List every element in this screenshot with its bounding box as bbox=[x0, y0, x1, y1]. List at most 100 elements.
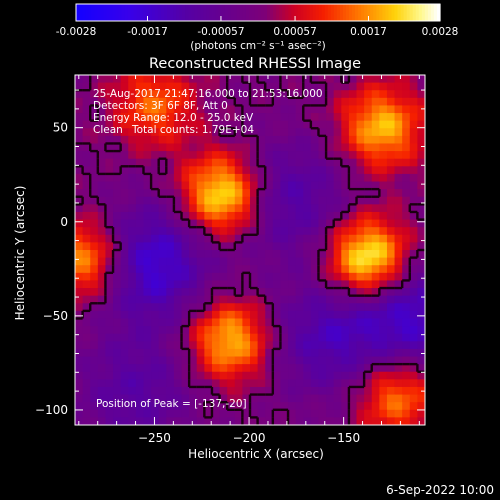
heatmap-cell bbox=[75, 379, 84, 388]
heatmap-cell bbox=[219, 333, 228, 342]
heatmap-cell bbox=[364, 82, 373, 91]
heatmap-cell bbox=[295, 417, 304, 426]
heatmap-cell bbox=[341, 75, 350, 84]
heatmap-cell bbox=[166, 333, 175, 342]
heatmap-cell bbox=[90, 409, 99, 418]
heatmap-cell bbox=[333, 250, 342, 259]
heatmap-cell bbox=[348, 143, 357, 152]
heatmap-cell bbox=[143, 75, 152, 84]
heatmap-cell bbox=[234, 303, 243, 312]
heatmap-cell bbox=[120, 151, 129, 160]
heatmap-cell bbox=[97, 310, 106, 319]
heatmap-cell bbox=[386, 257, 395, 266]
y-tick-label: −100 bbox=[35, 403, 68, 417]
heatmap-cell bbox=[295, 272, 304, 281]
heatmap-cell bbox=[181, 303, 190, 312]
heatmap-cell bbox=[310, 303, 319, 312]
heatmap-cell bbox=[310, 417, 319, 426]
heatmap-cell bbox=[310, 318, 319, 327]
heatmap-cell bbox=[90, 97, 99, 106]
heatmap-cell bbox=[143, 113, 152, 122]
heatmap-cell bbox=[371, 326, 380, 335]
heatmap-cell bbox=[242, 135, 251, 144]
heatmap-cell bbox=[257, 402, 266, 411]
heatmap-cell bbox=[82, 417, 91, 426]
heatmap-cell bbox=[303, 151, 312, 160]
heatmap-cell bbox=[303, 295, 312, 304]
heatmap-cell bbox=[173, 257, 182, 266]
heatmap-cell bbox=[181, 379, 190, 388]
annotation-counts: Total counts: 1.79E+04 bbox=[131, 124, 254, 136]
heatmap-cell bbox=[265, 402, 274, 411]
heatmap-cell bbox=[219, 120, 228, 129]
heatmap-cell bbox=[105, 280, 114, 289]
heatmap-cell bbox=[371, 348, 380, 357]
heatmap-cell bbox=[265, 75, 274, 84]
heatmap-cell bbox=[204, 196, 213, 205]
heatmap-cell bbox=[318, 409, 327, 418]
heatmap-cell bbox=[204, 333, 213, 342]
colorbar-cell bbox=[412, 4, 417, 21]
heatmap-cell bbox=[143, 204, 152, 213]
heatmap-cell bbox=[379, 386, 388, 395]
heatmap-cell bbox=[265, 227, 274, 236]
heatmap-cell bbox=[295, 356, 304, 365]
heatmap-cell bbox=[257, 364, 266, 373]
heatmap-cell bbox=[90, 204, 99, 213]
heatmap-cell bbox=[97, 135, 106, 144]
heatmap-cell bbox=[234, 272, 243, 281]
heatmap-cell bbox=[105, 386, 114, 395]
heatmap-cell bbox=[386, 288, 395, 297]
heatmap-cell bbox=[189, 272, 198, 281]
heatmap-cell bbox=[181, 90, 190, 99]
heatmap-cell bbox=[143, 196, 152, 205]
heatmap-cell bbox=[326, 409, 335, 418]
heatmap-cell bbox=[288, 265, 297, 274]
heatmap-cell bbox=[288, 364, 297, 373]
heatmap-cell bbox=[211, 379, 220, 388]
heatmap-cell bbox=[417, 348, 426, 357]
heatmap-cell bbox=[75, 158, 84, 167]
heatmap-cell bbox=[371, 409, 380, 418]
heatmap-cell bbox=[318, 128, 327, 137]
heatmap-cell bbox=[295, 151, 304, 160]
heatmap-cell bbox=[348, 250, 357, 259]
heatmap-cell bbox=[326, 250, 335, 259]
heatmap-cell bbox=[250, 310, 259, 319]
heatmap-cell bbox=[364, 402, 373, 411]
heatmap-cell bbox=[211, 113, 220, 122]
heatmap-cell bbox=[272, 272, 281, 281]
heatmap-cell bbox=[181, 219, 190, 228]
heatmap-cell bbox=[97, 189, 106, 198]
heatmap-cell bbox=[113, 166, 122, 175]
heatmap-cell bbox=[143, 310, 152, 319]
heatmap-cell bbox=[158, 318, 167, 327]
heatmap-cell bbox=[113, 90, 122, 99]
heatmap-cell bbox=[402, 303, 411, 312]
heatmap-cell bbox=[120, 113, 129, 122]
heatmap-cell bbox=[219, 265, 228, 274]
heatmap-cell bbox=[97, 181, 106, 190]
heatmap-cell bbox=[318, 318, 327, 327]
heatmap-cell bbox=[227, 97, 236, 106]
heatmap-cell bbox=[151, 128, 160, 137]
heatmap-cell bbox=[181, 151, 190, 160]
colorbar-cell bbox=[358, 4, 362, 21]
heatmap-cell bbox=[364, 371, 373, 380]
heatmap-cell bbox=[417, 371, 426, 380]
heatmap-cell bbox=[234, 196, 243, 205]
heatmap-cell bbox=[341, 173, 350, 182]
heatmap-cell bbox=[211, 97, 220, 106]
heatmap-cell bbox=[75, 364, 84, 373]
heatmap-cell bbox=[402, 211, 411, 220]
heatmap-cell bbox=[90, 386, 99, 395]
heatmap-cell bbox=[75, 181, 84, 190]
heatmap-cell bbox=[219, 280, 228, 289]
heatmap-cell bbox=[356, 166, 365, 175]
heatmap-cell bbox=[379, 158, 388, 167]
heatmap-cell bbox=[113, 386, 122, 395]
heatmap-cell bbox=[356, 272, 365, 281]
y-axis-label: Heliocentric Y (arcsec) bbox=[13, 186, 27, 321]
colorbar-cell bbox=[239, 4, 244, 21]
heatmap-cell bbox=[189, 280, 198, 289]
